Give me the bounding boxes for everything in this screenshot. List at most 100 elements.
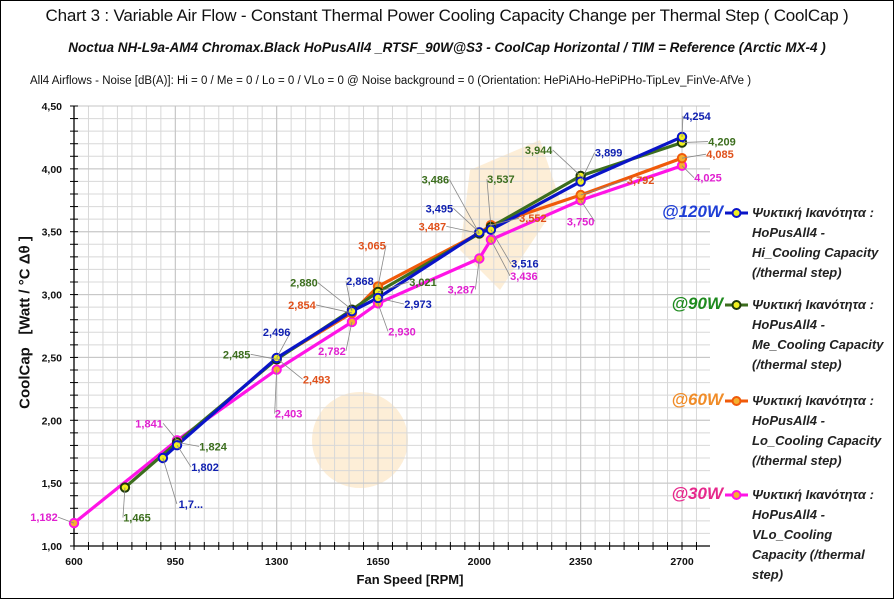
legend-label-line: (/thermal step)	[752, 453, 842, 468]
label-leader-line	[446, 225, 480, 234]
legend-label-line: Ψυκτική Ικανότητα :	[752, 393, 874, 408]
legend-label-line: Capacity (/thermal	[752, 547, 865, 562]
data-label: 1,7...	[179, 499, 203, 511]
legend-tag: @60W	[671, 390, 723, 409]
data-label: 1,824	[199, 441, 227, 453]
label-leader-line	[276, 331, 292, 359]
data-label: 2,930	[388, 326, 416, 338]
legend-marker-swatch	[731, 300, 742, 310]
x-tick-label: 600	[65, 556, 83, 568]
label-leader-line	[274, 369, 278, 414]
label-leader-line	[377, 281, 410, 293]
data-label: 1,465	[123, 513, 151, 525]
label-leader-line	[345, 321, 353, 352]
label-leader-line	[276, 357, 303, 380]
legend-label-line: (/thermal step)	[752, 357, 842, 372]
y-axis-title: CoolCap [Watt / °C Δθ ]	[16, 236, 34, 409]
data-label: 2,403	[275, 409, 303, 421]
data-label: 2,880	[290, 278, 318, 290]
legend-label-line: HoPusAll4 -	[752, 225, 825, 240]
data-label: 3,287	[448, 284, 476, 296]
legend-label: Ψυκτική Ικανότητα : HoPusAll4 - VLo_Coolin…	[752, 485, 894, 585]
x-tick-label: 2000	[468, 556, 492, 568]
data-label: 3,944	[525, 145, 553, 157]
label-leader-line	[681, 165, 695, 178]
data-label: 2,854	[288, 300, 316, 312]
legend-label-line: Me_Cooling Capacity	[752, 337, 884, 352]
label-leader-line	[176, 442, 200, 447]
legend-label: Ψυκτική Ικανότητα : HoPusAll4 - Hi_Cooling…	[752, 203, 894, 283]
legend-tag: @90W	[671, 294, 723, 313]
legend-label-line: Lo_Cooling Capacity	[752, 433, 882, 448]
data-label: 4,209	[708, 137, 736, 149]
x-tick-label: 950	[167, 556, 185, 568]
data-point	[171, 439, 183, 451]
x-axis-title: Fan Speed [RPM]	[356, 572, 464, 587]
data-label: 3,750	[567, 216, 595, 228]
data-label: 2,973	[404, 299, 432, 311]
label-leader-line	[580, 179, 627, 196]
data-label: 3,065	[358, 240, 386, 252]
data-label: 3,552	[519, 213, 547, 225]
legend-marker-swatch	[731, 490, 742, 500]
data-label: 2,485	[223, 349, 251, 361]
data-label: 3,537	[487, 174, 515, 186]
legend-marker-swatch	[731, 396, 742, 406]
legend-label-line: HoPusAll4 -	[752, 317, 825, 332]
legend-label-line: Ψυκτική Ικανότητα :	[752, 205, 874, 220]
legend-label: Ψυκτική Ικανότητα : HoPusAll4 - Me_Cooling…	[752, 295, 894, 375]
data-label: 3,487	[419, 221, 447, 233]
label-leader-line	[377, 303, 389, 332]
chart-title: Chart 3 : Variable Air Flow - Constant T…	[45, 6, 849, 25]
y-tick-label: 4,50	[42, 101, 63, 113]
data-label: 1,182	[30, 512, 58, 524]
label-leader-line	[490, 239, 511, 276]
data-label: 3,792	[627, 175, 655, 187]
legend-label-line: HoPusAll4 -	[752, 507, 825, 522]
label-leader-line	[490, 229, 512, 264]
y-tick-label: 4,00	[42, 164, 63, 176]
label-leader-line	[453, 208, 480, 233]
label-leader-line	[377, 297, 405, 305]
data-point	[485, 234, 497, 245]
legend-label-line: VLo_Cooling	[752, 527, 833, 542]
data-label: 1,841	[135, 418, 163, 430]
data-label: 2,868	[346, 276, 374, 288]
label-leader-line	[377, 245, 387, 287]
label-leader-line	[580, 152, 596, 182]
y-tick-label: 1,00	[42, 541, 63, 553]
legend-label: Ψυκτική Ικανότητα : HoPusAll4 - Lo_Cooling…	[752, 391, 894, 471]
label-leader-line	[176, 444, 192, 468]
x-tick-label: 1300	[265, 556, 289, 568]
legend-marker-swatch	[731, 208, 742, 218]
legend-label-line: Ψυκτική Ικανότητα :	[752, 487, 874, 502]
data-label: 2,493	[303, 374, 331, 386]
label-leader-line	[122, 487, 126, 518]
data-label: 4,025	[694, 173, 722, 185]
label-leader-line	[57, 516, 75, 524]
legend-label-line: (/thermal step)	[752, 265, 842, 280]
legend-label-line: HoPusAll4 -	[752, 413, 825, 428]
data-label: 2,782	[318, 346, 346, 358]
y-tick-label: 3,50	[42, 227, 63, 239]
data-label: 2,496	[263, 327, 291, 339]
label-leader-line	[474, 258, 480, 290]
data-label: 4,254	[683, 111, 711, 123]
data-label: 3,436	[510, 271, 538, 283]
legend-tag: @120W	[662, 202, 723, 221]
data-point	[346, 316, 358, 328]
x-tick-label: 2700	[670, 556, 694, 568]
data-label: 3,516	[511, 259, 539, 271]
y-tick-label: 3,00	[42, 290, 63, 302]
x-tick-label: 1650	[366, 556, 390, 568]
data-label: 1,802	[191, 462, 219, 474]
label-leader-line	[345, 281, 353, 312]
chart-subtitle: Noctua NH-L9a-AM4 Chromax.Black HoPusAll…	[68, 40, 826, 55]
legend-tag: @30W	[671, 484, 723, 503]
label-leader-line	[681, 115, 684, 137]
label-leader-line	[490, 217, 520, 226]
y-tick-label: 2,00	[42, 415, 63, 427]
data-point	[372, 292, 384, 304]
data-label: 3,021	[409, 277, 437, 289]
label-leader-line	[315, 304, 353, 314]
